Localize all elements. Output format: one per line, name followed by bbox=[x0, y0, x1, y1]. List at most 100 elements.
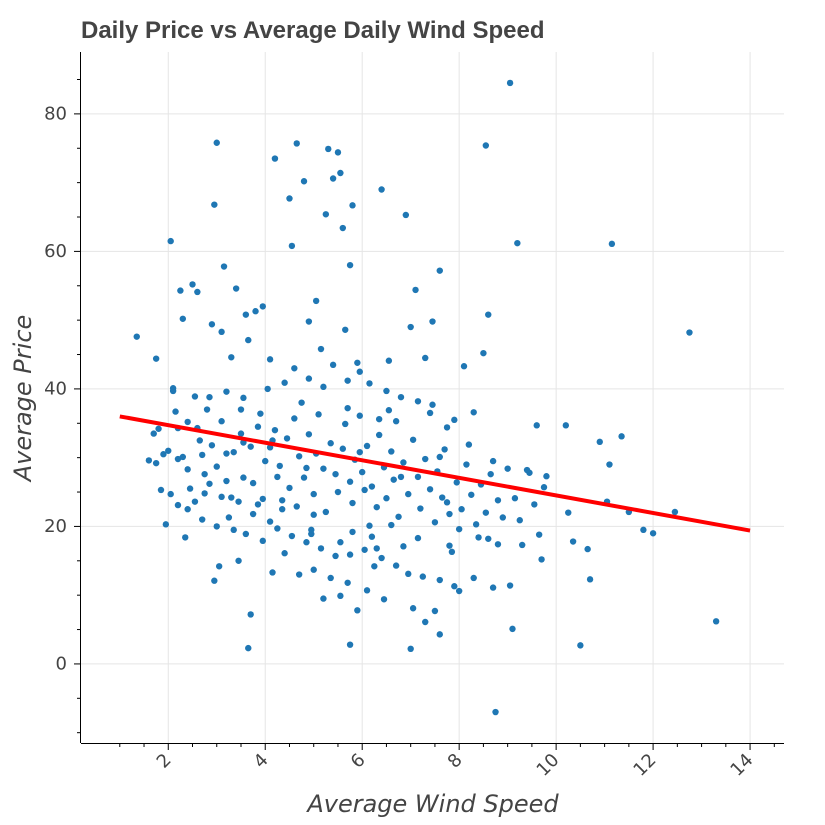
trend-line-group bbox=[119, 414, 751, 533]
data-point bbox=[288, 242, 296, 250]
data-point bbox=[329, 361, 337, 369]
data-point bbox=[281, 550, 288, 557]
data-point bbox=[436, 267, 443, 274]
data-point bbox=[174, 501, 182, 509]
data-point bbox=[472, 521, 480, 528]
data-point bbox=[405, 490, 412, 498]
data-point bbox=[308, 530, 315, 538]
data-point bbox=[312, 297, 320, 305]
data-point bbox=[186, 485, 194, 492]
data-point bbox=[230, 448, 237, 456]
data-point bbox=[475, 534, 482, 541]
data-point bbox=[276, 462, 283, 470]
data-point bbox=[242, 530, 250, 538]
data-point bbox=[303, 539, 310, 546]
data-point bbox=[254, 423, 262, 430]
chart-title: Daily Price vs Average Daily Wind Speed bbox=[81, 17, 545, 44]
data-point bbox=[305, 375, 313, 382]
data-point bbox=[489, 457, 497, 465]
data-point bbox=[300, 178, 308, 185]
data-point bbox=[407, 645, 414, 653]
data-point bbox=[405, 570, 412, 578]
data-point bbox=[271, 426, 279, 434]
data-point bbox=[179, 453, 187, 461]
data-point bbox=[485, 311, 492, 318]
data-point bbox=[291, 415, 298, 422]
data-point bbox=[356, 448, 363, 456]
data-point bbox=[455, 525, 463, 533]
data-point bbox=[436, 576, 443, 584]
data-point bbox=[409, 605, 417, 612]
data-point bbox=[155, 425, 162, 432]
data-point bbox=[451, 583, 458, 590]
data-point bbox=[586, 576, 594, 583]
data-point bbox=[317, 545, 325, 552]
data-point bbox=[218, 493, 225, 501]
data-point bbox=[414, 473, 422, 481]
data-point bbox=[203, 406, 211, 413]
data-point bbox=[606, 461, 613, 468]
data-point bbox=[562, 422, 570, 429]
data-point bbox=[511, 495, 519, 502]
data-point bbox=[446, 510, 453, 518]
data-point bbox=[274, 525, 281, 532]
data-point bbox=[257, 410, 264, 417]
data-point bbox=[286, 484, 293, 492]
data-point bbox=[167, 237, 174, 245]
data-point bbox=[543, 473, 550, 480]
data-point bbox=[349, 202, 356, 209]
data-point bbox=[310, 490, 317, 498]
data-point bbox=[431, 519, 439, 526]
data-point bbox=[516, 517, 523, 524]
data-point bbox=[712, 618, 720, 625]
data-point bbox=[332, 470, 339, 478]
data-point bbox=[179, 315, 187, 322]
data-point bbox=[266, 518, 274, 525]
data-point bbox=[356, 412, 363, 419]
data-point bbox=[213, 523, 220, 530]
data-point bbox=[470, 574, 477, 582]
data-point bbox=[446, 542, 453, 549]
data-point bbox=[407, 323, 414, 331]
data-point bbox=[310, 566, 317, 573]
data-point bbox=[400, 459, 407, 466]
data-point bbox=[368, 533, 376, 540]
data-point bbox=[320, 383, 327, 391]
data-point bbox=[230, 526, 237, 534]
data-point bbox=[494, 541, 502, 548]
data-point bbox=[310, 511, 317, 518]
data-point bbox=[223, 477, 230, 485]
data-point bbox=[397, 393, 405, 401]
y-tick-label: 60 bbox=[44, 241, 67, 262]
data-point bbox=[523, 466, 531, 474]
data-point bbox=[247, 611, 254, 618]
data-point bbox=[480, 349, 487, 357]
data-point bbox=[274, 473, 281, 481]
data-point bbox=[385, 407, 393, 414]
data-point bbox=[320, 595, 327, 602]
data-point bbox=[235, 557, 242, 564]
y-tick-label: 20 bbox=[44, 516, 67, 537]
data-point bbox=[160, 451, 167, 458]
data-point bbox=[422, 354, 429, 362]
data-point bbox=[453, 479, 460, 486]
data-point bbox=[489, 584, 497, 591]
data-point bbox=[252, 308, 259, 315]
data-point bbox=[412, 286, 419, 294]
data-point bbox=[342, 420, 349, 428]
data-point bbox=[380, 596, 388, 603]
data-point bbox=[436, 453, 443, 461]
data-point bbox=[305, 431, 313, 438]
data-points bbox=[133, 79, 720, 716]
data-point bbox=[174, 455, 182, 463]
data-point bbox=[671, 508, 679, 516]
data-point bbox=[300, 474, 308, 481]
data-point bbox=[199, 516, 206, 523]
data-point bbox=[584, 545, 591, 553]
data-point bbox=[426, 486, 434, 493]
data-point bbox=[349, 528, 356, 536]
data-point bbox=[499, 514, 506, 521]
data-point bbox=[165, 447, 172, 454]
data-point bbox=[375, 431, 383, 439]
data-point bbox=[201, 490, 208, 497]
